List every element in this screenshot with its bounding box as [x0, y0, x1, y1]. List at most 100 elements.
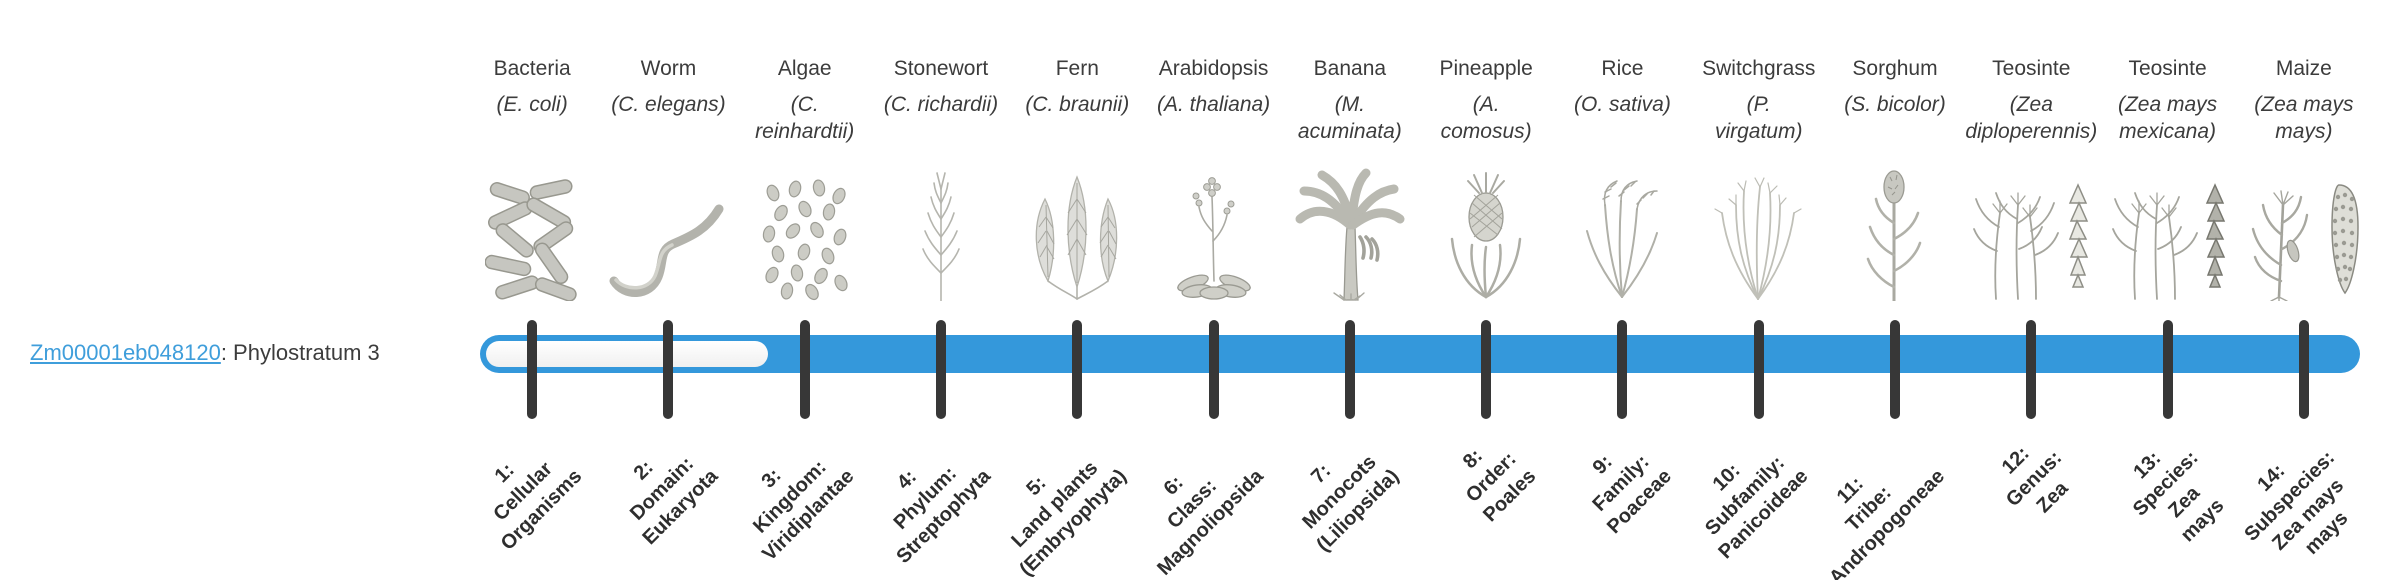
phylostratum-label: 12: Genus: Zea: [1998, 442, 2073, 518]
worm-icon: [600, 165, 736, 301]
species-scientific-name: (M. acuminata): [1297, 93, 1402, 143]
phylostratum-label: 3: Kingdom: Viridiplantae: [749, 456, 859, 566]
phylostratum-tick: [2162, 320, 2173, 419]
column-pineapple: Pineapple (A. comosus): [1418, 0, 1554, 580]
species-common-name: Worm: [640, 57, 697, 80]
column-bacteria: Bacteria (E. coli): [464, 0, 600, 580]
phylostratum-tick: [1481, 320, 1492, 419]
gene-id-link[interactable]: Zm00001eb048120: [30, 340, 221, 365]
species-common-name: Stonewort: [893, 57, 989, 80]
species-common-name: Teosinte: [2128, 57, 2207, 80]
species-common-name: Algae: [777, 57, 832, 80]
phylostratum-tick: [799, 320, 810, 419]
species-scientific-name: (C. braunii): [1025, 93, 1130, 116]
stonewort-icon: [873, 165, 1009, 301]
algae-icon: [737, 165, 873, 301]
species-common-name: Bacteria: [493, 57, 571, 80]
column-arabidopsis: Arabidopsis (A. thaliana): [1145, 0, 1281, 580]
species-common-name: Rice: [1601, 57, 1644, 80]
teosinte-mexicana-icon: [2099, 165, 2235, 301]
species-common-name: Switchgrass: [1702, 57, 1816, 80]
column-rice: Rice (O. sativa): [1554, 0, 1690, 580]
column-teosinte-mexicana: Teosinte (Zea mays mexicana): [2099, 0, 2235, 580]
bacteria-icon: [464, 165, 600, 301]
phylostratum-status-text: : Phylostratum 3: [220, 340, 380, 365]
column-maize: Maize (Zea mays mays): [2236, 0, 2372, 580]
species-common-name: Maize: [2275, 57, 2332, 80]
rice-icon: [1554, 165, 1690, 301]
phylostratum-tick: [1753, 320, 1764, 419]
column-switchgrass: Switchgrass (P. virgatum): [1691, 0, 1827, 580]
phylostratum-label: 8: Order: Poales: [1458, 444, 1540, 527]
species-label: Pineapple (A. comosus): [1377, 56, 1595, 145]
teosinte-diploperennis-icon: [1963, 165, 2099, 301]
pineapple-icon: [1418, 165, 1554, 301]
species-label: Stonewort (C. richardii): [832, 56, 1050, 118]
phylostratum-tick: [2298, 320, 2309, 419]
species-label: Rice (O. sativa): [1513, 56, 1731, 118]
phylostratum-tick: [935, 320, 946, 419]
phylostratum-tick: [663, 320, 674, 419]
species-label: Teosinte (Zea diploperennis): [1922, 56, 2140, 145]
species-common-name: Teosinte: [1992, 57, 2071, 80]
column-stonewort: Stonewort (C. richardii) 4:: [873, 0, 1009, 580]
species-scientific-name: (S. bicolor): [1844, 93, 1946, 116]
species-scientific-name: (E. coli): [496, 93, 568, 116]
phylostratum-label: 13: Species: Zea mays: [2129, 446, 2229, 547]
phylostratum-label: 4: Phylum: Streptophyta: [889, 462, 995, 568]
phylostratum-tick: [2026, 320, 2037, 419]
arabidopsis-icon: [1145, 165, 1281, 301]
species-scientific-name: (C. richardii): [883, 93, 999, 116]
column-banana: Banana (M. acuminata): [1282, 0, 1418, 580]
phylostratum-label: 1: Cellular Organisms: [489, 457, 586, 555]
species-scientific-name: (Zea mays mays): [2254, 93, 2354, 143]
phylostratum-tick: [1617, 320, 1628, 419]
species-label: Switchgrass (P. virgatum): [1650, 56, 1868, 145]
species-label: Worm (C. elegans): [559, 56, 777, 118]
species-common-name: Sorghum: [1852, 57, 1938, 80]
species-scientific-name: (C. reinhardtii): [755, 93, 855, 143]
species-common-name: Banana: [1313, 57, 1387, 80]
column-sorghum: Sorghum (S. bicolor): [1825, 0, 1963, 580]
phylostratum-label: 14: Subspecies: Zea mays mays: [2240, 446, 2353, 559]
species-scientific-name: (Zea diploperennis): [1965, 93, 2098, 143]
fern-icon: [1009, 165, 1145, 301]
maize-icon: [2236, 165, 2372, 301]
gene-label: Zm00001eb048120: Phylostratum 3: [30, 340, 380, 366]
phylostratum-label: 9: Family: Poaceae: [1588, 450, 1677, 539]
species-label: Teosinte (Zea mays mexicana): [2059, 56, 2277, 145]
phylostratum-tick: [1072, 320, 1083, 419]
phylostratum-bar: [480, 335, 2360, 373]
column-algae: Algae (C. reinhardtii): [737, 0, 873, 580]
banana-icon: [1282, 165, 1418, 301]
phylostratum-tick: [527, 320, 538, 419]
phylostratum-tick: [1208, 320, 1219, 419]
species-common-name: Arabidopsis: [1158, 57, 1269, 80]
species-scientific-name: (A. comosus): [1440, 93, 1532, 143]
column-worm: Worm (C. elegans) 2: Domain: Eukaryota: [600, 0, 736, 580]
species-label: Bacteria (E. coli): [423, 56, 641, 118]
species-scientific-name: (Zea mays mexicana): [2117, 93, 2218, 143]
species-label: Algae (C. reinhardtii): [696, 56, 914, 145]
species-label: Fern (C. braunii): [968, 56, 1186, 118]
switchgrass-icon: [1691, 165, 1827, 301]
sorghum-icon: [1827, 165, 1963, 301]
species-label: Banana (M. acuminata): [1241, 56, 1459, 145]
phylostratum-label: 2: Domain: Eukaryota: [625, 452, 723, 550]
species-label: Arabidopsis (A. thaliana): [1105, 56, 1323, 118]
species-label: Maize (Zea mays mays): [2195, 56, 2400, 145]
phylostratum-tick: [1344, 320, 1355, 419]
species-scientific-name: (P. virgatum): [1714, 93, 1803, 143]
species-common-name: Fern: [1055, 57, 1099, 80]
species-label: Sorghum (S. bicolor): [1786, 56, 2004, 118]
species-scientific-name: (C. elegans): [611, 93, 726, 116]
species-common-name: Pineapple: [1439, 57, 1533, 80]
phylostratum-label: 7: Monocots (Liliopsida): [1298, 451, 1404, 557]
column-fern: Fern (C. braunii): [1007, 0, 1145, 580]
phylostratum-tick: [1889, 320, 1900, 419]
species-scientific-name: (A. thaliana): [1156, 93, 1271, 116]
species-scientific-name: (O. sativa): [1574, 93, 1671, 116]
phylostrata-columns: Bacteria (E. coli): [464, 0, 2372, 580]
phylostratum-label: 10: Subfamily: Panicoideae: [1701, 451, 1813, 564]
